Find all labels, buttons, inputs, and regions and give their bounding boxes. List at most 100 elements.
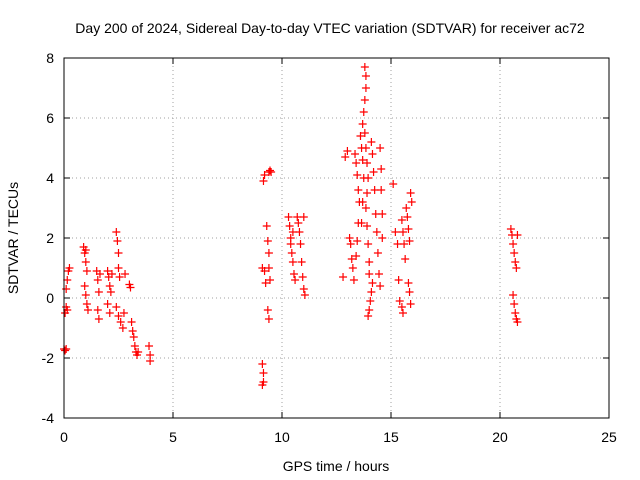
data-point <box>364 174 373 182</box>
data-point <box>347 255 356 263</box>
data-point <box>406 300 415 308</box>
data-point <box>345 234 354 242</box>
data-point <box>404 225 413 233</box>
y-axis-label: SDTVAR / TECUs <box>5 182 21 294</box>
data-point <box>80 282 89 290</box>
data-point <box>114 312 123 320</box>
data-point <box>356 132 365 140</box>
data-point <box>264 264 273 272</box>
data-point <box>95 270 104 278</box>
grid <box>64 58 609 418</box>
x-tick-label: 15 <box>383 429 399 445</box>
data-point <box>511 258 520 266</box>
data-point <box>400 240 409 248</box>
data-point <box>354 186 363 194</box>
data-point <box>115 273 124 281</box>
data-point <box>116 318 125 326</box>
data-point <box>361 144 370 152</box>
data-point <box>82 267 91 275</box>
data-point <box>389 180 398 188</box>
data-point <box>63 306 72 314</box>
data-point <box>377 165 386 173</box>
data-point <box>366 297 375 305</box>
data-point <box>113 237 122 245</box>
data-point <box>511 309 520 317</box>
data-point <box>298 273 307 281</box>
data-point <box>343 147 352 155</box>
data-point <box>376 282 385 290</box>
data-point <box>398 228 407 236</box>
data-point <box>103 267 112 275</box>
data-point <box>259 369 268 377</box>
data-point <box>134 348 143 356</box>
data-point <box>81 258 90 266</box>
data-point <box>376 144 385 152</box>
data-point <box>129 333 138 341</box>
data-point <box>378 210 387 218</box>
data-point <box>260 267 269 275</box>
data-point <box>360 129 369 137</box>
data-point <box>65 264 74 272</box>
data-point <box>358 198 367 206</box>
data-point <box>93 276 102 284</box>
y-tick-label: 2 <box>46 230 54 246</box>
data-point <box>365 306 374 314</box>
data-point <box>128 327 137 335</box>
data-point <box>395 297 404 305</box>
data-point <box>61 346 70 355</box>
data-point <box>119 309 128 317</box>
data-point <box>394 276 403 284</box>
data-point <box>361 72 370 80</box>
data-point <box>263 306 272 314</box>
data-point <box>401 255 410 263</box>
data-point <box>361 204 370 212</box>
data-point <box>368 279 377 287</box>
data-point <box>261 279 270 287</box>
data-point <box>267 168 276 176</box>
data-point <box>353 237 362 245</box>
data-point <box>266 166 275 175</box>
data-point <box>94 315 103 323</box>
data-point <box>105 282 114 290</box>
data-point <box>365 270 374 278</box>
data-point <box>146 357 155 365</box>
data-point <box>81 246 90 254</box>
data-point <box>263 237 272 245</box>
data-point <box>339 273 348 281</box>
data-point <box>264 249 273 257</box>
data-point <box>114 264 123 272</box>
data-point <box>299 285 308 293</box>
data-point <box>378 234 387 242</box>
data-point <box>363 189 372 197</box>
data-point <box>112 303 121 311</box>
data-point <box>103 300 112 308</box>
data-point <box>397 303 406 311</box>
data-point <box>288 258 297 266</box>
x-tick-label: 25 <box>601 429 617 445</box>
data-point <box>402 204 411 212</box>
data-point <box>127 318 136 326</box>
y-tick-label: 4 <box>46 170 54 186</box>
data-point <box>83 306 92 314</box>
data-point <box>357 219 366 227</box>
data-point <box>364 312 373 320</box>
data-point <box>287 249 296 257</box>
data-point <box>82 300 91 308</box>
data-point <box>81 291 90 299</box>
data-point <box>510 300 519 308</box>
data-point <box>372 228 381 236</box>
data-point <box>512 264 521 272</box>
data-point <box>93 306 102 314</box>
data-point <box>391 228 400 236</box>
x-tick-label: 5 <box>169 429 177 445</box>
data-point <box>285 222 294 230</box>
data-point <box>291 276 300 284</box>
data-point <box>361 84 370 92</box>
data-point <box>348 264 357 272</box>
data-point <box>403 213 412 221</box>
data-point <box>405 237 414 245</box>
data-point <box>406 189 415 197</box>
data-point <box>63 276 72 284</box>
